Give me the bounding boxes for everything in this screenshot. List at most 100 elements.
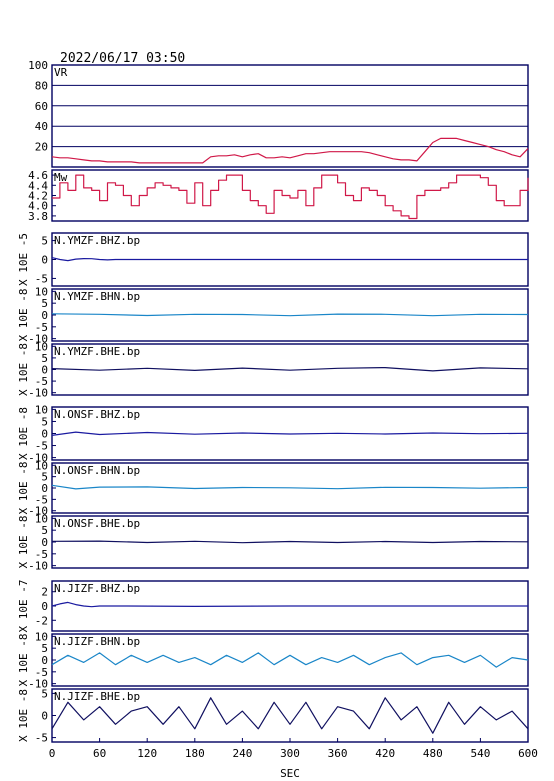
series-line-ymzf-bhn bbox=[51, 313, 529, 317]
x-tick-label: 180 bbox=[185, 747, 205, 760]
y-tick-label: 0 bbox=[41, 254, 48, 267]
panel-label: N.ONSF.BHZ.bp bbox=[54, 408, 140, 421]
y-tick-label: 5 bbox=[41, 524, 48, 537]
series-line-jizf-bhn bbox=[51, 652, 529, 668]
y-tick-label: 0 bbox=[41, 600, 48, 613]
y-tick-label: -10 bbox=[28, 333, 48, 346]
y-tick-label: 10 bbox=[35, 459, 48, 472]
y-tick-label: 4.6 bbox=[28, 169, 48, 182]
y-tick-label: 10 bbox=[35, 630, 48, 643]
y-tick-label: 5 bbox=[41, 297, 48, 310]
y-tick-label: 3.8 bbox=[28, 210, 48, 223]
panel-jizf-bhe: 5 0 -5 N.JIZF.BHE.bp X 10E -8 bbox=[17, 687, 529, 745]
y-tick-label: 10 bbox=[35, 285, 48, 298]
series-line-vr bbox=[51, 137, 529, 164]
series-line-mw bbox=[52, 174, 529, 220]
y-axis-label: X 10E -8 bbox=[17, 289, 30, 342]
y-axis-label: X 10E -8 bbox=[17, 634, 30, 687]
y-tick-label: 5 bbox=[41, 687, 48, 700]
y-tick-label: 40 bbox=[35, 120, 48, 133]
y-tick-label: -5 bbox=[35, 321, 48, 334]
y-tick-label: 4.2 bbox=[28, 190, 48, 203]
series-line-jizf-bhz bbox=[51, 601, 528, 608]
y-tick-label: 60 bbox=[35, 100, 48, 113]
panel-mw: 4.64.44.24.03.8 Mw bbox=[28, 169, 529, 223]
y-tick-label: -5 bbox=[35, 493, 48, 506]
x-axis: 0 60 120 180 240 300 360 420 480 540 600 bbox=[49, 738, 538, 760]
panel-vr: 100 80 60 40 20 VR bbox=[28, 59, 529, 168]
panel-label: N.YMZF.BHZ.bp bbox=[54, 234, 140, 247]
y-tick-label: 0 bbox=[41, 309, 48, 322]
x-tick-label: 600 bbox=[518, 747, 538, 760]
y-axis-label: X 10E -8 bbox=[17, 407, 30, 460]
y-tick-label: 4.0 bbox=[28, 200, 48, 213]
y-tick-label: 2 bbox=[41, 586, 48, 599]
y-axis-label: X 10E -8 bbox=[17, 462, 30, 515]
y-tick-label: -10 bbox=[28, 505, 48, 518]
y-axis-label: X 10E -8 bbox=[17, 689, 30, 742]
y-tick-label: 10 bbox=[35, 340, 48, 353]
series-line-onsf-bhz bbox=[51, 431, 529, 436]
x-tick-label: 120 bbox=[137, 747, 157, 760]
x-axis-label: SEC bbox=[280, 767, 300, 780]
x-tick-label: 480 bbox=[423, 747, 443, 760]
series-line-onsf-bhn bbox=[51, 484, 529, 490]
panel-label: N.ONSF.BHE.bp bbox=[54, 517, 140, 530]
y-tick-label: -2 bbox=[35, 614, 48, 627]
x-tick-label: 300 bbox=[280, 747, 300, 760]
panel-label: N.ONSF.BHN.bp bbox=[54, 464, 140, 477]
panel-frame bbox=[51, 64, 529, 168]
x-tick-label: 0 bbox=[49, 747, 56, 760]
y-tick-label: 80 bbox=[35, 79, 48, 92]
y-tick-label: -10 bbox=[28, 560, 48, 573]
series-line-jizf-bhe bbox=[51, 697, 529, 734]
y-tick-label: -5 bbox=[35, 732, 48, 745]
y-tick-label: 20 bbox=[35, 141, 48, 154]
series-line-ymzf-bhe bbox=[51, 367, 529, 372]
x-tick-label: 540 bbox=[470, 747, 490, 760]
y-tick-label: -5 bbox=[35, 375, 48, 388]
y-tick-label: 0 bbox=[41, 428, 48, 441]
y-tick-label: 10 bbox=[35, 403, 48, 416]
y-axis-label: X 10E -5 bbox=[17, 233, 30, 286]
x-tick-label: 420 bbox=[375, 747, 395, 760]
y-tick-label: -5 bbox=[35, 548, 48, 561]
y-axis-label: X 10E -7 bbox=[17, 580, 30, 633]
y-tick-label: 0 bbox=[41, 654, 48, 667]
y-axis-label: X 10E -8 bbox=[17, 516, 30, 569]
panels-container: 10080604020VR4.64.44.24.03.8Mw50-5N.YMZF… bbox=[17, 59, 529, 745]
y-tick-label: -5 bbox=[35, 272, 48, 285]
panel-label: VR bbox=[54, 66, 68, 79]
y-tick-label: 5 bbox=[41, 235, 48, 248]
x-tick-label: 60 bbox=[93, 747, 106, 760]
y-tick-label: 5 bbox=[41, 471, 48, 484]
y-tick-label: -10 bbox=[28, 387, 48, 400]
y-tick-label: 4.4 bbox=[28, 179, 48, 192]
panel-jizf-bhz: 20-2 N.JIZF.BHZ.bp X 10E -7 bbox=[17, 580, 529, 633]
panel-label: N.JIZF.BHN.bp bbox=[54, 635, 140, 648]
series-line-onsf-bhe bbox=[51, 540, 529, 544]
y-tick-label: -5 bbox=[35, 666, 48, 679]
y-tick-label: -5 bbox=[35, 440, 48, 453]
y-tick-label: 5 bbox=[41, 415, 48, 428]
y-axis-label: X 10E -8 bbox=[17, 343, 30, 396]
y-tick-label: 5 bbox=[41, 352, 48, 365]
y-tick-label: 100 bbox=[28, 59, 48, 72]
y-tick-label: 0 bbox=[41, 482, 48, 495]
series-line-ymzf-bhz bbox=[51, 257, 528, 262]
y-tick-label: 5 bbox=[41, 642, 48, 655]
y-tick-label: 0 bbox=[41, 710, 48, 723]
y-tick-label: -10 bbox=[28, 678, 48, 691]
panel-label: Mw bbox=[54, 171, 68, 184]
x-tick-label: 360 bbox=[328, 747, 348, 760]
timestamp: 2022/06/17 03:50 bbox=[60, 51, 185, 66]
panel-label: N.JIZF.BHZ.bp bbox=[54, 582, 140, 595]
panel-label: N.YMZF.BHN.bp bbox=[54, 290, 140, 303]
